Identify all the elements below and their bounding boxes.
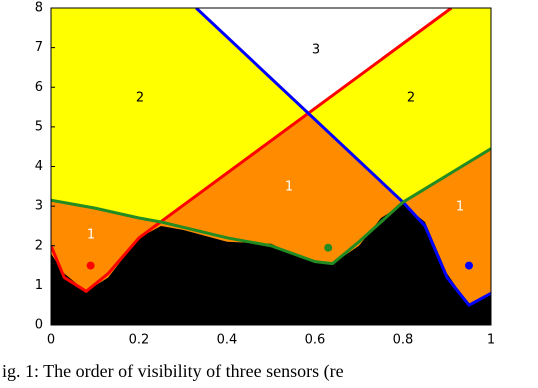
region-label: 1 bbox=[456, 200, 464, 215]
y-tick-label: 2 bbox=[35, 238, 43, 253]
x-tick-label: 1 bbox=[487, 333, 495, 348]
region-label: 1 bbox=[285, 180, 293, 195]
x-tick-label: 0.8 bbox=[393, 333, 414, 348]
region-label: 1 bbox=[87, 228, 95, 243]
x-tick-label: 0.6 bbox=[305, 333, 326, 348]
terrain bbox=[51, 204, 491, 325]
plot-area bbox=[51, 8, 491, 325]
sensor-curve bbox=[51, 147, 491, 266]
x-tick-label: 0 bbox=[47, 333, 55, 348]
x-tick-label: 0.4 bbox=[217, 333, 238, 348]
sensor bbox=[86, 261, 95, 270]
y-tick-label: 1 bbox=[35, 278, 43, 293]
region-3 bbox=[196, 8, 452, 113]
region-label: 3 bbox=[312, 43, 320, 58]
y-tick-label: 3 bbox=[35, 199, 43, 214]
sensor-curve bbox=[195, 8, 491, 307]
x-tick-label: 0.2 bbox=[129, 333, 150, 348]
y-tick-label: 7 bbox=[35, 40, 43, 55]
y-tick-label: 5 bbox=[35, 119, 43, 134]
sensor-curve bbox=[51, 8, 453, 293]
y-tick-label: 8 bbox=[35, 1, 43, 16]
caption: ig. 1: The order of visibility of three … bbox=[2, 361, 344, 382]
y-tick-label: 0 bbox=[35, 318, 43, 333]
y-tick-label: 4 bbox=[35, 159, 43, 174]
region-label: 2 bbox=[407, 91, 415, 106]
sensor bbox=[465, 261, 473, 270]
y-tick-label: 6 bbox=[35, 80, 43, 95]
region-label: 2 bbox=[136, 91, 144, 106]
sensor bbox=[324, 243, 333, 252]
